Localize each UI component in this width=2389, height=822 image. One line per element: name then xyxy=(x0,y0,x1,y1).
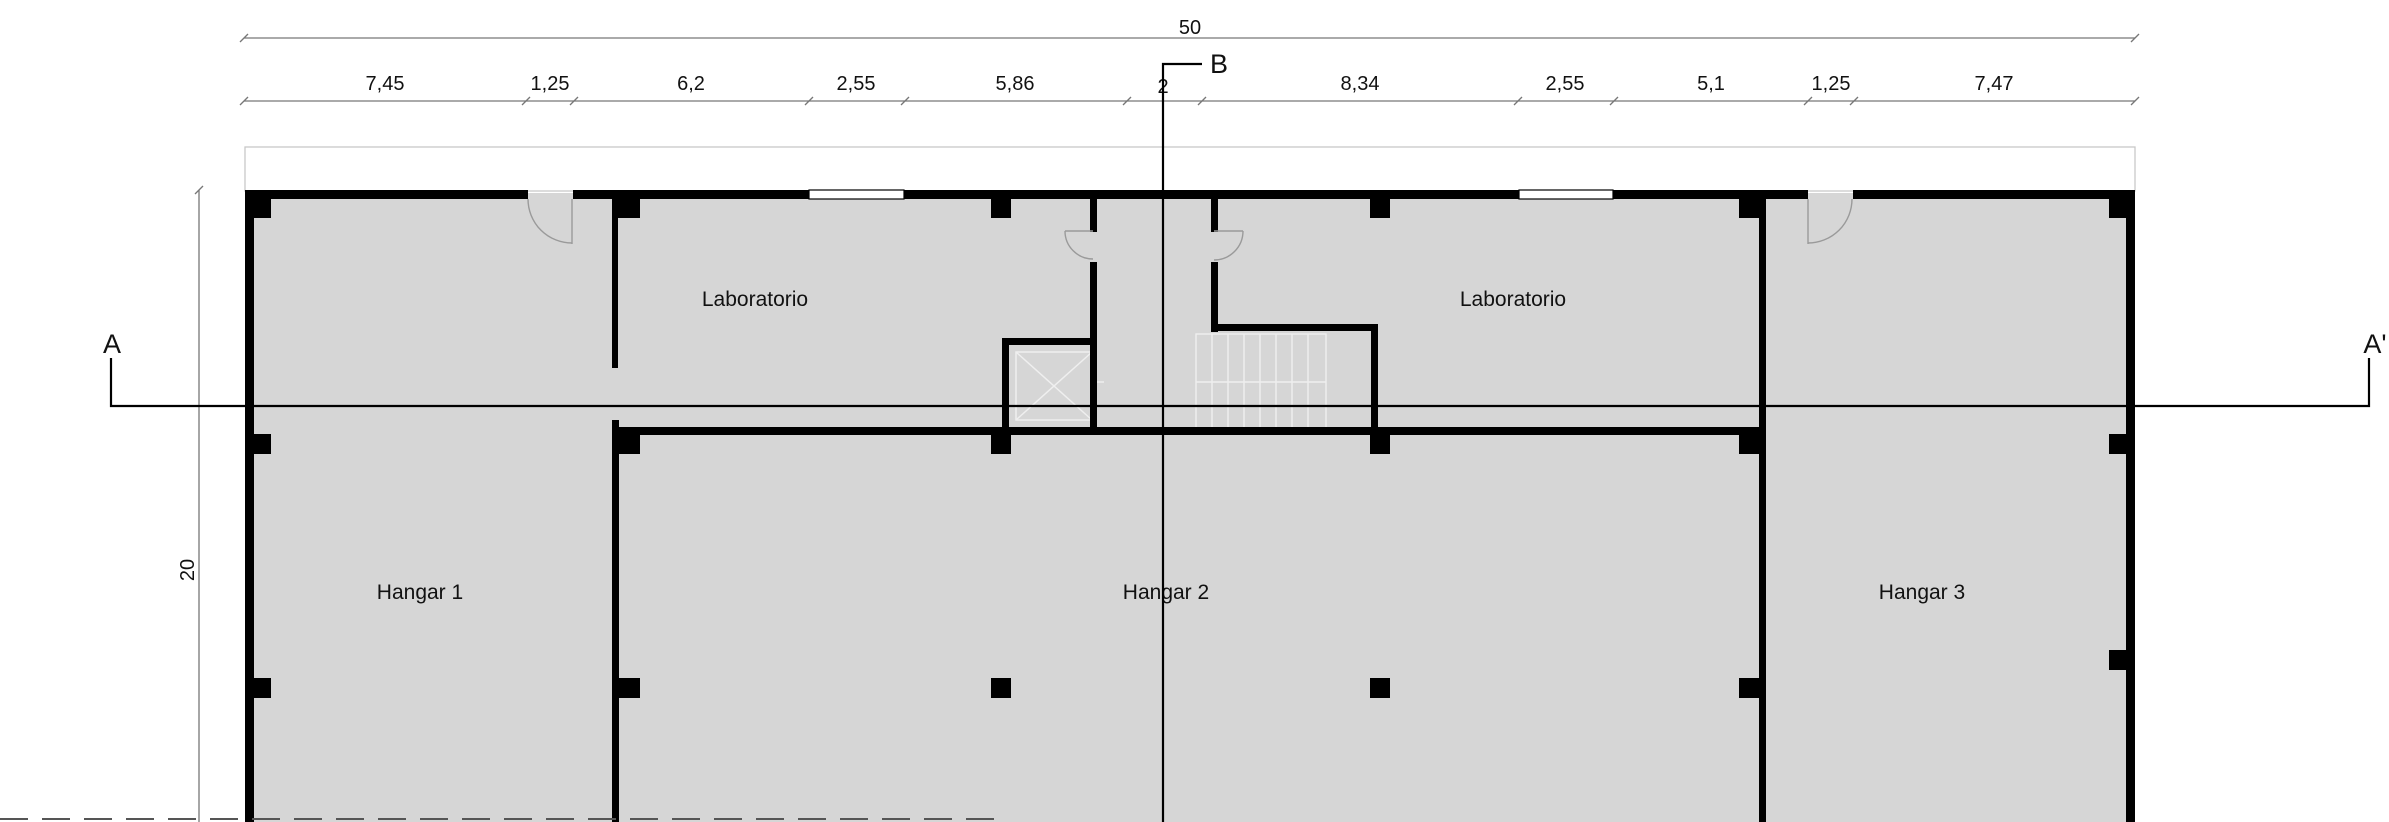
overall-width-label: 50 xyxy=(1179,17,1201,39)
room-label-hangar-1: Hangar 1 xyxy=(377,581,463,604)
canopy-outline xyxy=(244,146,2136,192)
segment-label: 7,47 xyxy=(1975,73,2014,95)
windows xyxy=(808,189,1614,200)
stairs xyxy=(1195,333,1327,431)
section-mark-a-right: A' xyxy=(2363,329,2386,359)
segment-label: 2,55 xyxy=(1546,73,1585,95)
door-corridor-right xyxy=(1213,230,1244,261)
room-label-hangar-3: Hangar 3 xyxy=(1879,581,1965,604)
door-left xyxy=(527,198,573,244)
segment-label: 5,1 xyxy=(1697,73,1725,95)
section-mark-a-left: A xyxy=(103,329,121,359)
segment-label: 8,34 xyxy=(1341,73,1380,95)
segment-label: 1,25 xyxy=(531,73,570,95)
segment-label: 6,2 xyxy=(677,73,705,95)
section-mark-b: B xyxy=(1210,49,1228,79)
room-label-lab-right: Laboratorio xyxy=(1460,288,1566,311)
segment-label: 1,25 xyxy=(1812,73,1851,95)
walls xyxy=(245,190,2135,822)
window xyxy=(808,189,905,200)
door-corridor-left xyxy=(1064,230,1094,260)
segment-label: 2,55 xyxy=(837,73,876,95)
room-labels: Laboratorio Laboratorio Hangar 1 Hangar … xyxy=(377,288,1965,604)
door-right xyxy=(1807,198,1853,244)
overall-dimension xyxy=(239,33,2140,43)
height-label: 20 xyxy=(177,559,199,581)
height-dimension xyxy=(194,185,204,822)
segment-label: 7,45 xyxy=(366,73,405,95)
section-line-a xyxy=(109,358,2371,408)
window xyxy=(1518,189,1614,200)
room-label-lab-left: Laboratorio xyxy=(702,288,808,311)
room-label-hangar-2: Hangar 2 xyxy=(1123,581,1209,604)
section-line-b xyxy=(1161,62,1202,822)
doors xyxy=(527,198,1853,261)
floor-area xyxy=(245,193,2135,822)
segment-dimension-labels: 7,45 1,25 6,2 2,55 5,86 2 8,34 2,55 5,1 … xyxy=(366,73,2014,98)
segment-label: 5,86 xyxy=(996,73,1035,95)
segment-dimension-line xyxy=(239,96,2140,106)
